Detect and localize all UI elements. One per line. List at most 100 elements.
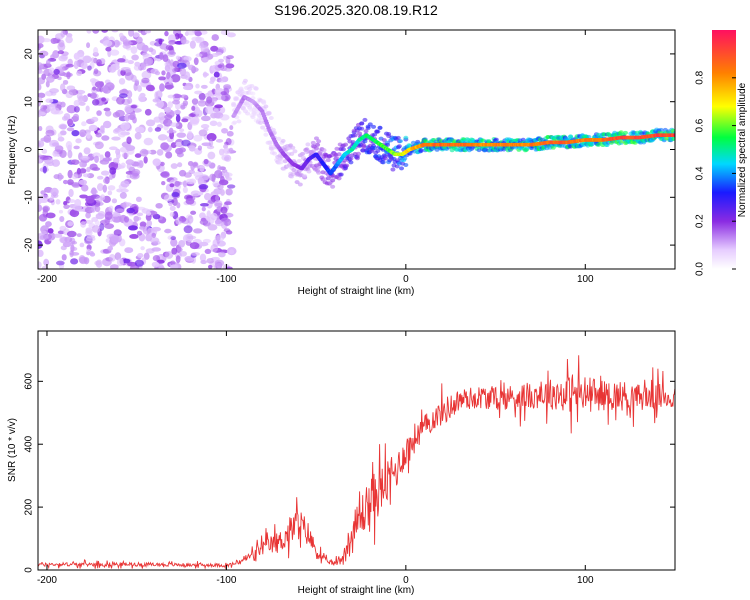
- heatmap-cell: [352, 133, 358, 138]
- heatmap-cell: [102, 120, 112, 129]
- heatmap-cell: [204, 248, 212, 254]
- heatmap-cell: [42, 165, 47, 174]
- heatmap-cell: [188, 113, 196, 118]
- heatmap-cell: [223, 144, 229, 149]
- heatmap-cell: [177, 162, 183, 168]
- heatmap-cell: [169, 212, 175, 217]
- heatmap-cell: [211, 174, 216, 183]
- heatmap-cell: [403, 162, 409, 167]
- heatmap-cell: [109, 167, 117, 175]
- heatmap-cell: [72, 113, 80, 121]
- heatmap-cell: [213, 71, 220, 78]
- heatmap-cell: [194, 90, 203, 95]
- heatmap-cell: [208, 91, 213, 96]
- heatmap-cell: [78, 96, 84, 102]
- heatmap-cell: [672, 133, 675, 137]
- heatmap-cell: [160, 171, 170, 177]
- heatmap-cell: [116, 96, 125, 105]
- spectrogram-ylabel: Frequency (Hz): [7, 116, 18, 185]
- heatmap-cell: [206, 133, 217, 142]
- heatmap-cell: [169, 183, 175, 188]
- heatmap-cell: [215, 138, 224, 143]
- heatmap-cell: [622, 130, 628, 135]
- heatmap-cell: [87, 65, 92, 71]
- heatmap-cell: [92, 86, 97, 91]
- heatmap-cell: [395, 135, 401, 140]
- heatmap-cell: [211, 34, 219, 41]
- heatmap-cell: [168, 39, 177, 45]
- heatmap-cell: [207, 224, 218, 231]
- heatmap-cell: [66, 104, 77, 114]
- heatmap-cell: [108, 173, 114, 180]
- snr-xtick-label: 100: [577, 575, 594, 586]
- snr-ytick-label: 600: [24, 373, 35, 390]
- heatmap-cell: [95, 195, 104, 203]
- heatmap-cell: [396, 144, 402, 149]
- colorbar-tick-label: 0.2: [695, 214, 706, 228]
- spectrogram-ytick-label: 10: [24, 96, 35, 108]
- heatmap-cell: [89, 163, 98, 171]
- heatmap-cell: [382, 156, 388, 161]
- heatmap-cell: [132, 32, 140, 38]
- heatmap-cell: [210, 212, 218, 221]
- heatmap-cell: [116, 188, 123, 193]
- heatmap-cell: [130, 74, 137, 83]
- heatmap-cell: [118, 32, 124, 38]
- heatmap-cell: [71, 240, 78, 245]
- heatmap-cell: [113, 157, 120, 164]
- heatmap-cell: [73, 106, 80, 113]
- heatmap-cell: [198, 184, 209, 190]
- heatmap-cell: [120, 162, 126, 169]
- heatmap-cell: [229, 249, 235, 255]
- heatmap-cell: [102, 184, 108, 193]
- heatmap-cell: [39, 156, 49, 160]
- heatmap-cell: [158, 112, 166, 121]
- heatmap-cell: [316, 139, 322, 144]
- heatmap-cell: [80, 155, 90, 161]
- spectrogram-ytick-label: -10: [24, 190, 35, 205]
- heatmap-cell: [253, 86, 259, 91]
- heatmap-cell: [143, 252, 150, 260]
- heatmap-cell: [206, 145, 215, 150]
- heatmap-cell: [225, 137, 232, 146]
- heatmap-cell: [144, 108, 152, 116]
- heatmap-cell: [67, 221, 74, 227]
- heatmap-cell: [296, 158, 302, 163]
- heatmap-cell: [109, 264, 119, 269]
- heatmap-cell: [258, 120, 264, 125]
- heatmap-cell: [71, 173, 79, 180]
- heatmap-cell: [218, 58, 225, 63]
- heatmap-cell: [166, 71, 171, 80]
- heatmap-cell: [116, 258, 124, 267]
- heatmap-cell: [348, 156, 354, 161]
- heatmap-cell: [156, 148, 164, 156]
- heatmap-cell: [418, 149, 424, 154]
- heatmap-cell: [278, 160, 284, 165]
- heatmap-cell: [126, 207, 135, 214]
- heatmap-cell: [59, 216, 65, 223]
- heatmap-cell: [372, 132, 378, 137]
- heatmap-cell: [228, 147, 234, 153]
- heatmap-cell: [221, 127, 228, 134]
- heatmap-cell: [139, 221, 147, 228]
- heatmap-cell: [39, 234, 49, 241]
- heatmap-cell: [121, 88, 128, 93]
- heatmap-cell: [289, 151, 295, 156]
- heatmap-cell: [120, 66, 131, 72]
- heatmap-cell: [226, 32, 236, 38]
- heatmap-cell: [58, 174, 64, 180]
- heatmap-cell: [197, 191, 204, 196]
- heatmap-cell: [210, 45, 219, 52]
- heatmap-cell: [390, 167, 396, 172]
- heatmap-cell: [220, 217, 230, 223]
- heatmap-cell: [336, 176, 342, 181]
- heatmap-cell: [386, 131, 392, 136]
- heatmap-cell: [115, 109, 125, 118]
- heatmap-cell: [130, 104, 138, 109]
- heatmap-cell: [164, 114, 173, 120]
- heatmap-cell: [172, 99, 181, 105]
- heatmap-cell: [148, 47, 154, 53]
- heatmap-cell: [377, 125, 383, 130]
- heatmap-cell: [70, 159, 80, 165]
- heatmap-cell: [122, 202, 127, 209]
